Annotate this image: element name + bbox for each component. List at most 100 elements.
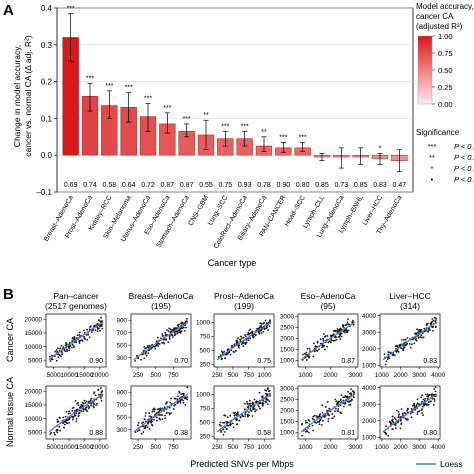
scatter-point [308,347,311,350]
scatter-point [397,411,400,413]
scatter-point [319,413,322,415]
scatter-point [159,409,162,411]
scatter-point [242,345,245,347]
scatter-point [251,401,254,404]
scatter-point [246,403,249,405]
scatter-point [395,422,397,425]
scatter-point [68,349,71,352]
scatter-point [255,400,258,403]
scatter-point [83,329,85,332]
scatter-point [168,337,171,339]
scatter-r2-label: 0.87 [341,358,355,365]
scatter-point [340,412,342,415]
scatter-point [61,353,64,356]
scatter-point [431,320,434,323]
y-tick-label: 0.0 [41,151,53,160]
scatter-point [71,340,73,342]
scatter-point [147,346,149,349]
scatter-point [94,394,97,397]
significance-stars-1: *** [428,142,437,151]
scatter-point [241,342,244,345]
scatter-point [247,411,250,413]
scatter-title: Liver–HCC [389,291,431,301]
scatter-point [313,418,315,421]
scatter-point [221,351,224,354]
scatter-point [329,341,332,344]
scatter-point [137,421,140,424]
scatter-point [266,403,269,406]
scatter-point [60,344,63,347]
x-tick-label: 1000 [258,444,273,451]
significance-text-3: P < 0. [454,164,474,173]
scatter-point [90,397,93,400]
scatter-point [75,417,78,420]
scatter-point [57,356,60,359]
scatter-point [222,428,225,431]
y-tick-label: 5000 [28,429,43,436]
scatter-point [186,386,189,389]
scatter-point [225,427,228,430]
scatter-point [333,415,336,418]
scatter-point [249,337,252,340]
scatter-point [91,331,93,333]
scatter-point [324,414,327,417]
scatter-point [72,418,74,421]
scatter-point [68,422,70,424]
scatter-point [180,330,183,333]
scatter-point [347,318,349,320]
loess-line [300,321,356,361]
scatter-point [415,405,418,407]
scatter-point [90,404,93,407]
scatter-point [426,393,429,396]
scatter-point [322,419,324,422]
scatter-point [72,406,75,409]
scatter-point [155,344,158,347]
scatter-point [97,388,100,391]
scatter-point [314,350,316,353]
scatter-point [152,408,155,411]
scatter-point [165,412,168,414]
scatter-subtitle: (199) [234,301,254,311]
scatter-point [268,390,270,392]
scatter-point [396,350,399,352]
scatter-point [99,329,101,332]
x-tick-label: 750 [243,444,254,451]
significance-label: *** [163,105,171,112]
scatter-point [343,405,345,408]
scatter-point [302,353,304,356]
scatter-point [178,329,181,332]
scatter-point [182,394,185,397]
scatter-point [62,416,65,419]
scatter-point [425,323,428,325]
scatter-point [391,354,394,356]
scatter-point [173,397,176,400]
scatter-point [311,417,314,420]
significance-row-2: ** P < 0. [429,153,473,162]
scatter-point [157,345,160,347]
scatter-point [235,350,237,352]
scatter-point [142,421,145,424]
scatter-point [345,395,348,398]
scatter-point [424,397,427,400]
scatter-point [220,425,222,427]
scatter-point [257,327,259,330]
scatter-point [343,396,346,399]
scatter-point [399,427,402,430]
scatter-point [268,400,271,403]
scatter-point [146,426,149,429]
scatter-point [332,329,335,332]
scatter-point [340,398,342,401]
scatter-point [77,401,79,404]
scatter-point [87,405,90,407]
colorbar-title-line1: Model accuracy, [416,2,474,11]
colorbar [417,35,433,105]
scatter-point [316,421,319,423]
scatter-point [346,400,349,403]
scatter-point [396,345,399,348]
scatter-point [422,414,424,417]
scatter-point [335,338,338,341]
x-tick-label: 750 [168,444,179,451]
scatter-point [100,399,103,402]
scatter-subtitle: (2517 genomes) [45,301,107,311]
